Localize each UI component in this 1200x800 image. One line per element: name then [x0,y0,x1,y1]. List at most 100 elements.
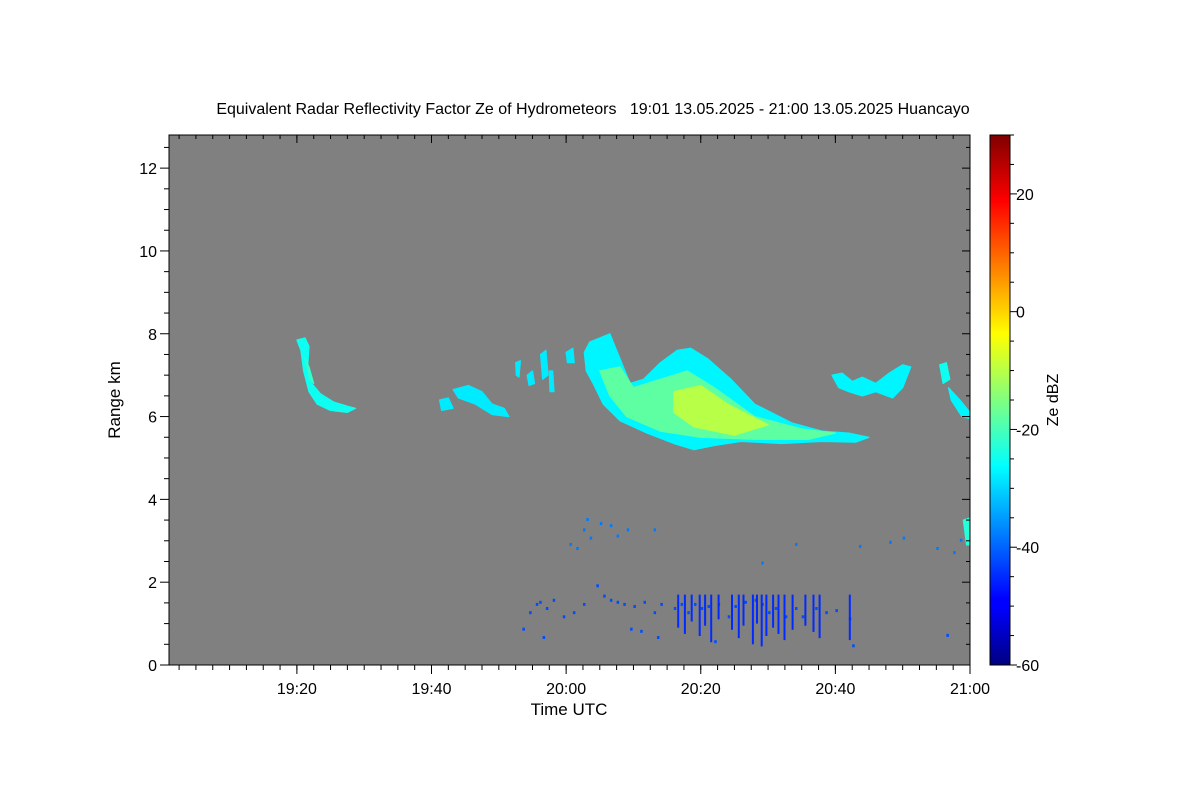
y-tick-label: 0 [148,658,157,675]
echo-speckle-17-36 [815,607,818,610]
plot-frame [168,134,971,666]
echo-speckle-16-2 [599,522,603,526]
echo-speckle-17-28 [744,600,747,604]
echo-speckle-17-8 [572,611,576,615]
echo-speckle-17-42 [630,627,633,631]
echo-speckle-17-13 [616,600,620,604]
echo-speckle-17-16 [643,600,646,604]
echo-cloud-6 [539,349,549,380]
echo-speckle-16-1 [589,536,593,540]
echo-speckle-16-13 [889,540,892,544]
echo-speckle-17-5 [552,598,556,602]
echo-column-18-16 [783,594,786,641]
echo-speckle-17-12 [609,598,613,602]
echo-speckle-16-12 [858,544,862,548]
echo-column-18-5 [710,594,713,643]
echo-speckle-17-27 [734,605,737,608]
echo-column-18-20 [818,594,821,639]
y-tick-label: 2 [148,575,157,592]
echo-speckle-17-6 [542,636,546,639]
echo-cloud-15 [962,517,970,546]
echo-speckle-16-11 [795,542,798,546]
echo-speckle-16-3 [609,524,613,528]
x-tick-label: 20:20 [681,681,721,698]
echo-cloud-11 [673,384,769,436]
echo-speckle-16-9 [616,534,620,538]
echo-speckle-17-4 [545,607,549,610]
echo-cloud-8 [565,347,575,364]
echo-column-18-19 [812,594,815,632]
echo-speckle-17-3 [539,600,542,604]
echo-cloud-12 [831,364,912,399]
echo-layer [296,333,970,648]
echo-speckle-17-1 [529,611,532,615]
echo-speckle-17-29 [754,598,758,602]
colorbar-tick-label: -60 [1016,658,1039,675]
echo-speckle-16-6 [653,528,657,532]
echo-speckle-17-31 [768,611,771,615]
echo-speckle-17-41 [657,636,660,639]
echo-speckle-17-22 [694,602,697,606]
echo-speckle-17-19 [673,607,677,610]
echo-speckle-17-24 [707,605,710,608]
echo-cloud-5 [526,370,536,387]
echo-speckle-17-26 [727,615,731,619]
echo-speckle-17-17 [653,611,657,615]
echo-cloud-14 [947,387,970,420]
echo-column-18-15 [777,594,780,634]
echo-cloud-13 [939,362,951,384]
echo-speckle-17-23 [700,607,704,610]
echo-speckle-17-14 [623,602,626,606]
colorbar-axis: -60 -40 -20 0 20 [1010,134,1039,675]
echo-column-18-14 [772,594,775,628]
echo-column-18-7 [731,594,733,630]
echo-column-18-3 [698,594,701,636]
echo-column-18-17 [791,594,794,630]
echo-speckle-17-34 [795,607,798,610]
colorbar [989,134,1011,666]
y-tick-label: 8 [148,327,157,344]
y-tick-label: 12 [139,161,157,178]
colorbar-label: Ze dBZ [1045,374,1062,427]
colorbar-tick-label: -40 [1016,540,1039,557]
echo-column-18-1 [683,594,686,634]
echo-column-18-8 [737,594,740,639]
echo-speckle-17-18 [660,602,663,606]
echo-speckle-16-5 [626,528,630,532]
colorbar-tick-label: 0 [1016,305,1025,322]
echo-column-18-12 [760,594,763,647]
x-tick-label: 20:00 [546,681,586,698]
echo-speckle-17-0 [522,627,525,631]
echo-cloud-7 [548,370,555,393]
echo-cloud-0 [296,337,357,413]
echo-speckle-17-33 [784,615,788,619]
echo-speckle-17-2 [535,602,539,606]
chart-title: Equivalent Radar Reflectivity Factor Ze … [216,101,969,118]
y-tick-label: 10 [139,244,157,261]
echo-speckle-17-10 [596,584,599,588]
echo-speckle-16-10 [761,561,764,565]
echo-speckle-17-11 [603,594,606,598]
plot-background [169,135,970,665]
echo-speckle-16-4 [586,518,589,521]
echo-speckle-16-8 [576,547,579,550]
echo-speckle-16-16 [959,538,963,542]
echo-speckle-17-21 [687,611,690,615]
echo-speckle-16-15 [936,547,939,550]
echo-speckle-16-14 [902,536,906,540]
echo-speckle-17-37 [825,611,828,615]
y-axis: 0 2 4 6 8 10 12 [139,146,970,675]
y-tick-label: 6 [148,410,157,427]
echo-speckle-17-44 [946,633,949,637]
echo-speckle-17-40 [640,629,643,633]
echo-speckle-16-7 [569,542,572,546]
echo-column-18-0 [677,594,680,628]
echo-column-18-9 [742,594,745,626]
echo-column-18-6 [717,594,720,620]
echo-speckle-17-9 [583,602,586,606]
x-axis: 19:20 19:40 20:00 20:20 20:40 21:00 [178,135,990,698]
x-axis-label: Time UTC [531,700,608,719]
echo-speckle-16-0 [583,528,586,532]
echo-column-18-2 [690,594,693,622]
